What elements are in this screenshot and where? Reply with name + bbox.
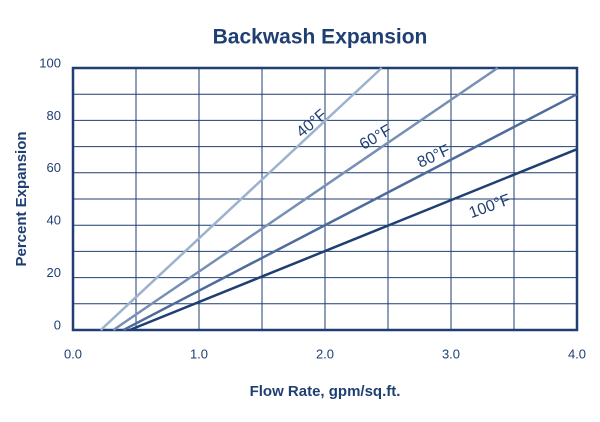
series-line bbox=[122, 93, 578, 332]
plot-frame bbox=[71, 66, 579, 332]
x-axis-title: Flow Rate, gpm/sq.ft. bbox=[250, 383, 401, 400]
y-tick-label: 40 bbox=[47, 213, 61, 228]
y-tick-label: 20 bbox=[47, 265, 61, 280]
series-line bbox=[129, 148, 578, 332]
series-line bbox=[99, 67, 383, 331]
x-tick-label: 3.0 bbox=[442, 346, 460, 361]
x-tick-label: 2.0 bbox=[316, 346, 334, 361]
chart-title: Backwash Expansion bbox=[213, 26, 428, 49]
x-tick-label: 0.0 bbox=[64, 346, 82, 361]
y-tick-label: 0 bbox=[54, 317, 61, 332]
x-tick-label: 1.0 bbox=[190, 346, 208, 361]
series-label: 100°F bbox=[467, 191, 513, 222]
series-line bbox=[112, 66, 499, 332]
y-tick-label: 60 bbox=[47, 160, 61, 175]
series-label: 60°F bbox=[357, 122, 395, 154]
x-tick-label: 4.0 bbox=[568, 346, 586, 361]
y-tick-label: 80 bbox=[47, 108, 61, 123]
y-axis-title: Percent Expansion bbox=[13, 131, 30, 266]
y-tick-label: 100 bbox=[39, 55, 61, 70]
